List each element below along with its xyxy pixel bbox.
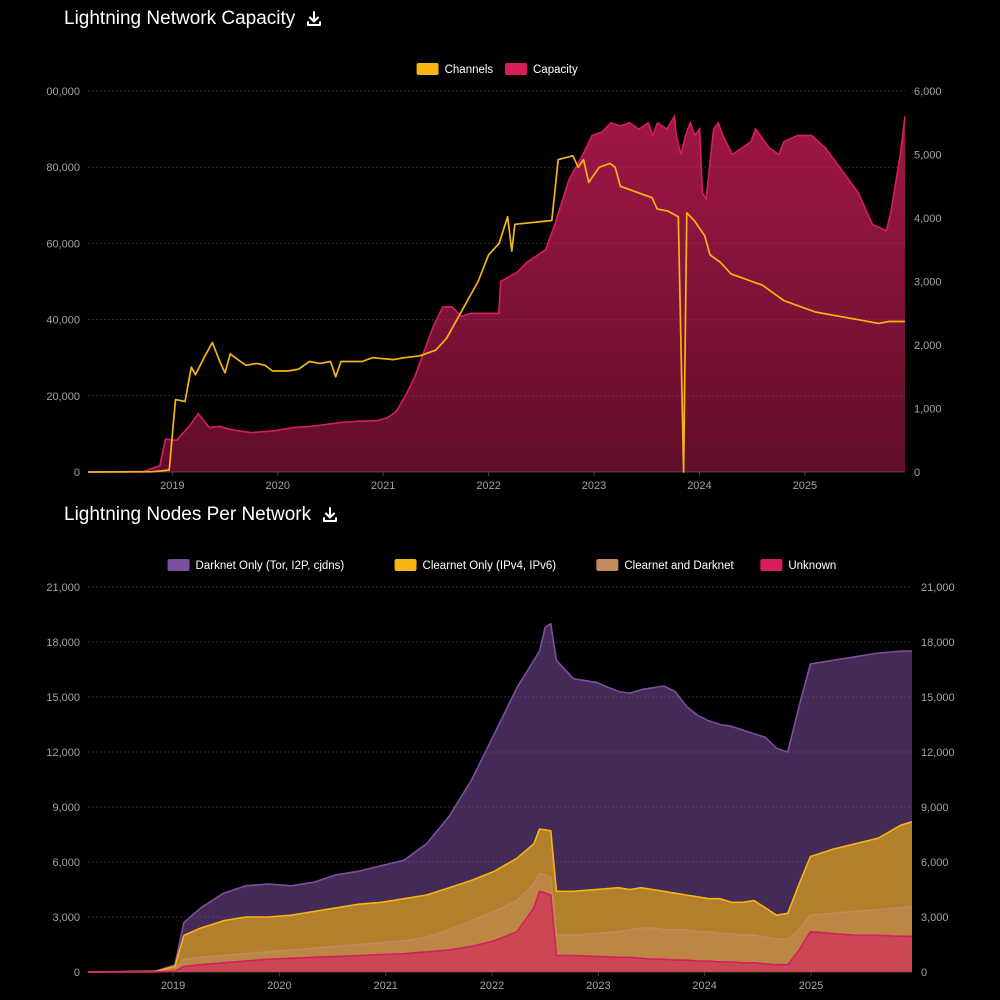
capacity-right-tick: 2,000 xyxy=(914,340,942,352)
nodes-legend-item: Unknown xyxy=(760,559,836,572)
clearnet-darknet-line xyxy=(87,872,913,973)
nodes-chart-title-row: Lightning Nodes Per Network xyxy=(64,504,339,526)
darknet-area xyxy=(88,623,912,972)
nodes-legend-label: Clearnet Only (IPv4, IPv6) xyxy=(423,560,557,572)
nodes-chart-panel: Lightning Nodes Per Network 0 3,000 6,000 9… xyxy=(0,496,1000,1000)
capacity-chart-title: Lightning Network Capacity xyxy=(64,8,296,29)
download-icon[interactable] xyxy=(305,10,323,28)
nodes-legend-swatch xyxy=(596,559,619,571)
nodes-x-tick: 2019 xyxy=(161,980,185,992)
nodes-legend-swatch xyxy=(167,559,190,571)
capacity-left-tick: 80,000 xyxy=(46,162,80,174)
nodes-x-tick: 2023 xyxy=(586,980,610,992)
capacity-right-tick: 4,000 xyxy=(914,213,942,225)
nodes-x-tick: 2025 xyxy=(799,980,823,992)
nodes-right-tick: 9,000 xyxy=(921,802,949,814)
nodes-legend-label: Darknet Only (Tor, I2P, cjdns) xyxy=(196,560,345,572)
nodes-legend-label: Clearnet and Darknet xyxy=(624,560,734,572)
nodes-left-tick: 15,000 xyxy=(46,692,80,704)
nodes-left-tick: 12,000 xyxy=(46,747,80,759)
capacity-left-tick: 00,000 xyxy=(46,86,80,98)
capacity-legend-swatch xyxy=(416,63,439,75)
nodes-legend-item: Darknet Only (Tor, I2P, cjdns) xyxy=(167,559,345,572)
capacity-legend-swatch xyxy=(505,63,527,75)
unknown-area xyxy=(88,891,912,972)
clearnet-line xyxy=(87,820,913,973)
download-icon[interactable] xyxy=(321,506,339,524)
capacity-chart-title-row: Lightning Network Capacity xyxy=(64,8,323,30)
nodes-right-tick: 15,000 xyxy=(921,692,955,704)
capacity-left-tick: 20,000 xyxy=(46,391,80,403)
capacity-x-tick: 2019 xyxy=(160,480,184,492)
capacity-x-tick: 2021 xyxy=(371,480,395,492)
nodes-chart-svg: 0 3,000 6,000 9,000 12,000 15,000 18,000 21,000… xyxy=(46,559,955,992)
nodes-legend-swatch xyxy=(394,559,417,571)
capacity-left-tick: 60,000 xyxy=(46,238,80,250)
nodes-left-tick: 0 xyxy=(74,967,80,979)
nodes-x-tick: 2021 xyxy=(373,980,397,992)
capacity-right-tick: 1,000 xyxy=(914,404,942,416)
capacity-x-tick: 2022 xyxy=(476,480,500,492)
capacity-left-tick: 0 xyxy=(74,467,80,479)
nodes-legend-label: Unknown xyxy=(788,560,836,572)
capacity-right-tick: 5,000 xyxy=(914,150,942,162)
nodes-left-tick: 6,000 xyxy=(52,857,80,869)
nodes-left-tick: 21,000 xyxy=(46,582,80,594)
nodes-x-tick: 2020 xyxy=(267,980,291,992)
nodes-legend-item: Clearnet Only (IPv4, IPv6) xyxy=(394,559,557,572)
nodes-right-tick: 12,000 xyxy=(921,747,955,759)
nodes-legend-swatch xyxy=(760,559,783,571)
nodes-right-tick: 6,000 xyxy=(921,857,949,869)
darknet-line xyxy=(87,622,912,973)
capacity-right-tick: 0 xyxy=(914,467,920,479)
nodes-left-tick: 18,000 xyxy=(46,637,80,649)
capacity-area xyxy=(88,116,905,473)
nodes-x-tick: 2024 xyxy=(692,980,716,992)
capacity-chart-svg: 0 20,000 40,000 60,000 80,000 00,000 0 1,000 2,0… xyxy=(46,63,942,492)
capacity-left-tick: 40,000 xyxy=(46,315,80,327)
nodes-right-tick: 18,000 xyxy=(921,637,955,649)
capacity-legend-label: Capacity xyxy=(533,64,578,76)
capacity-x-tick: 2025 xyxy=(793,480,817,492)
capacity-legend-item: Channels xyxy=(416,63,494,76)
nodes-chart-title: Lightning Nodes Per Network xyxy=(64,504,312,525)
capacity-right-tick: 3,000 xyxy=(914,277,942,289)
capacity-legend-item: Capacity xyxy=(505,63,578,76)
capacity-x-tick: 2023 xyxy=(582,480,606,492)
capacity-legend-label: Channels xyxy=(445,64,494,76)
capacity-x-tick: 2024 xyxy=(687,480,711,492)
nodes-right-tick: 21,000 xyxy=(921,582,955,594)
nodes-left-tick: 3,000 xyxy=(52,912,80,924)
nodes-right-tick: 0 xyxy=(921,967,927,979)
clearnet-darknet-area xyxy=(88,873,912,972)
unknown-line xyxy=(87,890,912,973)
nodes-legend-item: Clearnet and Darknet xyxy=(596,559,734,572)
capacity-right-tick: 6,000 xyxy=(914,86,942,98)
capacity-line xyxy=(87,113,906,473)
capacity-x-tick: 2020 xyxy=(266,480,290,492)
nodes-x-tick: 2022 xyxy=(480,980,504,992)
nodes-left-tick: 9,000 xyxy=(52,802,80,814)
channels-line xyxy=(87,154,905,473)
nodes-right-tick: 3,000 xyxy=(921,912,949,924)
capacity-chart-panel: Lightning Network Capacity 0 20,000 40,000… xyxy=(0,0,1000,496)
